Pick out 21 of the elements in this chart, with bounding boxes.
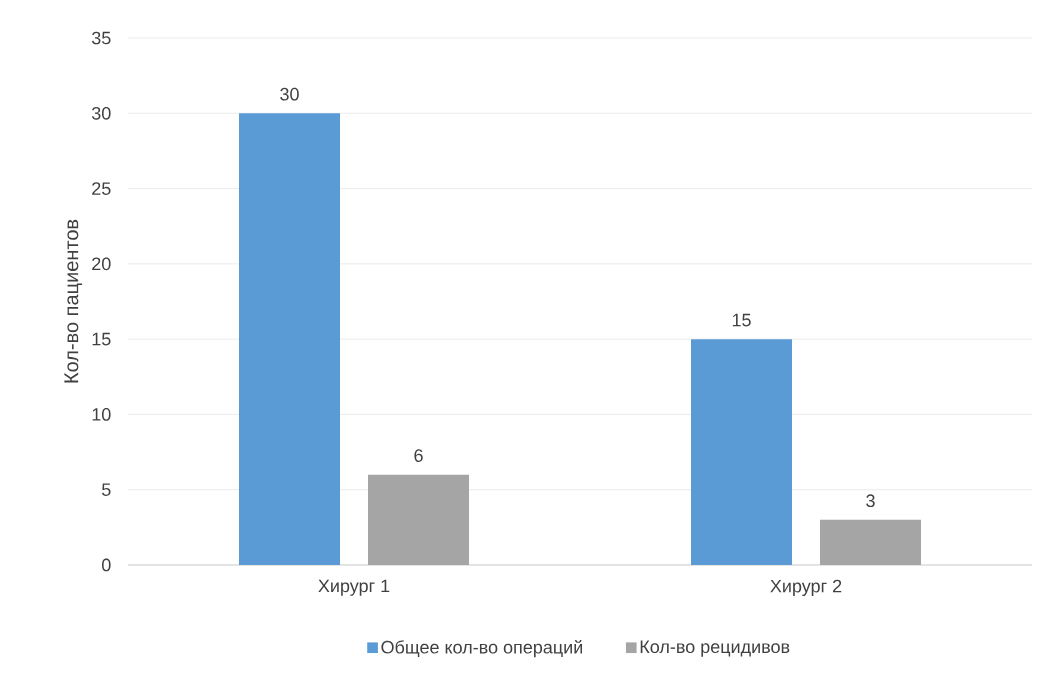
x-tick-label: Хирург 2 bbox=[770, 579, 842, 597]
x-tick-label: Хирург 1 bbox=[318, 579, 390, 596]
y-tick-label: 20 bbox=[92, 257, 111, 271]
data-label: 3 bbox=[866, 494, 875, 508]
y-tick-label: 15 bbox=[92, 332, 111, 346]
y-tick-label: 35 bbox=[91, 31, 111, 45]
y-tick-label: 0 bbox=[102, 558, 111, 572]
data-label: 15 bbox=[732, 313, 751, 327]
bar bbox=[368, 474, 470, 565]
legend-label: Общее кол-во операций bbox=[381, 640, 583, 658]
legend-label: Кол-во рецидивов bbox=[640, 640, 790, 657]
y-tick-label: 25 bbox=[92, 182, 111, 195]
data-label: 30 bbox=[280, 87, 299, 101]
bar bbox=[820, 519, 921, 565]
y-tick-label: 30 bbox=[91, 106, 111, 120]
data-label: 6 bbox=[414, 449, 423, 462]
bar bbox=[691, 339, 792, 565]
y-tick-label: 5 bbox=[102, 483, 111, 496]
y-tick-label: 10 bbox=[92, 408, 111, 421]
bar bbox=[239, 113, 341, 565]
y-axis-title: Кол-во пациентов bbox=[64, 219, 83, 383]
